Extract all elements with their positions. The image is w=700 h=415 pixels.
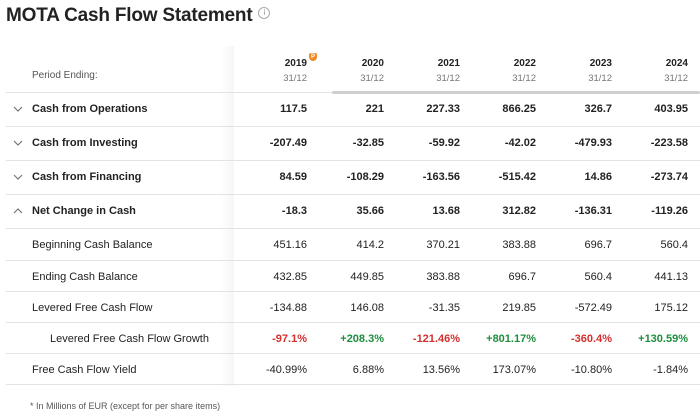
- cell-value: 560.4: [584, 271, 612, 283]
- preliminary-badge-icon: P: [309, 53, 317, 61]
- row-label: Free Cash Flow Yield: [32, 364, 137, 376]
- chevron-down-icon[interactable]: [13, 138, 23, 148]
- cell-value: 370.21: [426, 239, 460, 251]
- cell-value: -1.84%: [653, 364, 688, 376]
- cell-value: 403.95: [654, 103, 688, 115]
- cell-value: 35.66: [356, 205, 384, 217]
- table-row-cash-from-investing[interactable]: Cash from Investing -207.49 -32.85 -59.9…: [6, 127, 700, 161]
- cell-value: -223.58: [650, 137, 688, 149]
- cell-value: 383.88: [502, 239, 536, 251]
- cell-value: 414.2: [356, 239, 384, 251]
- row-label: Levered Free Cash Flow: [32, 302, 153, 314]
- chevron-up-icon[interactable]: [13, 206, 23, 216]
- cell-value: 449.85: [350, 271, 384, 283]
- row-label: Net Change in Cash: [32, 205, 136, 217]
- cell-value: 696.7: [584, 239, 612, 251]
- cell-value: -10.80%: [571, 364, 612, 376]
- cell-value: -134.88: [269, 302, 307, 314]
- row-label: Levered Free Cash Flow Growth: [50, 333, 209, 345]
- cell-value: -572.49: [574, 302, 612, 314]
- row-label: Ending Cash Balance: [32, 271, 138, 283]
- cell-value: 432.85: [273, 271, 307, 283]
- cell-value: 219.85: [502, 302, 536, 314]
- column-year: 2020: [361, 58, 384, 69]
- page-title: MOTA Cash Flow Statement: [6, 5, 253, 26]
- cell-value: 866.25: [502, 103, 536, 115]
- column-date: 31/12: [360, 73, 384, 84]
- row-label: Cash from Financing: [32, 171, 142, 183]
- title-row: MOTA Cash Flow Statement i: [6, 5, 271, 27]
- cell-value: -32.85: [352, 137, 384, 149]
- column-date: 31/12: [664, 73, 688, 84]
- cell-value: -163.56: [422, 171, 460, 183]
- cell-value: -273.74: [650, 171, 688, 183]
- cell-value: -31.35: [428, 302, 460, 314]
- cell-value: 326.7: [584, 103, 612, 115]
- table-row-cash-from-operations[interactable]: Cash from Operations 117.5 221 227.33 86…: [6, 93, 700, 127]
- cell-value: 13.56%: [422, 364, 460, 376]
- cell-value: 560.4: [660, 239, 688, 251]
- cash-flow-table: Period Ending: 2019 P 31/12 2020 31/12 2…: [6, 46, 700, 386]
- cell-value: -59.92: [428, 137, 460, 149]
- cell-value: -40.99%: [266, 364, 307, 376]
- period-ending-label: Period Ending:: [32, 70, 98, 81]
- table-row-net-change-in-cash[interactable]: Net Change in Cash -18.3 35.66 13.68 312…: [6, 195, 700, 229]
- table-row-ending-cash-balance: Ending Cash Balance 432.85 449.85 383.88…: [6, 261, 700, 292]
- cell-value: -479.93: [574, 137, 612, 149]
- cell-value: -119.26: [651, 205, 688, 217]
- column-date: 31/12: [283, 73, 307, 84]
- cell-value: -136.31: [574, 205, 612, 217]
- cell-value: 84.59: [279, 171, 307, 183]
- info-icon[interactable]: i: [258, 7, 271, 19]
- cell-value: 383.88: [426, 271, 460, 283]
- cell-value: -42.02: [504, 137, 536, 149]
- cell-value: 227.33: [426, 103, 460, 115]
- cell-value-negative: -97.1%: [272, 333, 307, 345]
- row-label: Beginning Cash Balance: [32, 239, 153, 251]
- cell-value: -515.42: [498, 171, 536, 183]
- column-date: 31/12: [588, 73, 612, 84]
- column-year: 2024: [665, 58, 688, 69]
- cell-value: 117.5: [280, 103, 307, 115]
- column-date: 31/12: [512, 73, 536, 84]
- chevron-down-icon[interactable]: [13, 172, 23, 182]
- column-year: 2023: [589, 58, 612, 69]
- table-header: Period Ending: 2019 P 31/12 2020 31/12 2…: [6, 46, 700, 94]
- cell-value: -108.29: [346, 171, 384, 183]
- cell-value: -207.49: [269, 137, 307, 149]
- cell-value: 312.82: [502, 205, 536, 217]
- cell-value-positive: +130.59%: [638, 333, 688, 345]
- cell-value: 173.07%: [492, 364, 536, 376]
- cell-value: 221: [365, 103, 384, 115]
- column-date: 31/12: [436, 73, 460, 84]
- cell-value: 696.7: [508, 271, 536, 283]
- column-year: 2021: [437, 58, 460, 69]
- cell-value-negative: -121.46%: [412, 333, 460, 345]
- cell-value: 14.86: [584, 171, 612, 183]
- cell-value: 13.68: [432, 205, 460, 217]
- cell-value-positive: +801.17%: [486, 333, 536, 345]
- cell-value-negative: -360.4%: [571, 333, 612, 345]
- table-row-cash-from-financing[interactable]: Cash from Financing 84.59 -108.29 -163.5…: [6, 161, 700, 195]
- footnote: * In Millions of EUR (except for per sha…: [30, 401, 221, 411]
- row-label: Cash from Operations: [32, 103, 148, 115]
- table-row-levered-free-cash-flow: Levered Free Cash Flow -134.88 146.08 -3…: [6, 292, 700, 323]
- table-row-beginning-cash-balance: Beginning Cash Balance 451.16 414.2 370.…: [6, 229, 700, 261]
- column-year: 2022: [513, 58, 536, 69]
- cell-value: 146.08: [350, 302, 384, 314]
- horizontal-scrollbar[interactable]: [332, 91, 700, 94]
- cell-value-positive: +208.3%: [340, 333, 384, 345]
- row-label: Cash from Investing: [32, 137, 138, 149]
- chevron-down-icon[interactable]: [13, 104, 23, 114]
- cell-value: 6.88%: [352, 364, 384, 376]
- cell-value: 441.13: [654, 271, 688, 283]
- column-year: 2019: [284, 58, 307, 69]
- table-row-levered-free-cash-flow-growth: Levered Free Cash Flow Growth -97.1% +20…: [6, 323, 700, 354]
- cell-value: 175.12: [654, 302, 688, 314]
- cell-value: -18.3: [281, 205, 307, 217]
- table-row-free-cash-flow-yield: Free Cash Flow Yield -40.99% 6.88% 13.56…: [6, 354, 700, 385]
- cell-value: 451.16: [273, 239, 307, 251]
